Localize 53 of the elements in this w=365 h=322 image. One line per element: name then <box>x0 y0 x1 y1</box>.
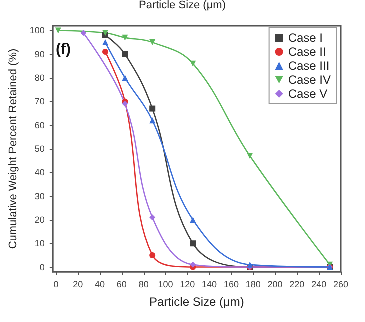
point <box>102 49 108 56</box>
y-tick-label: 20 <box>34 214 45 225</box>
x-tick-label: 260 <box>333 280 349 290</box>
point <box>55 28 62 34</box>
y-tick-label: 70 <box>34 96 45 107</box>
x-tick-label: 60 <box>116 280 127 290</box>
point <box>190 240 196 247</box>
legend-label: Case I <box>288 31 323 45</box>
x-tick-label: 140 <box>202 280 218 290</box>
point <box>150 214 156 221</box>
text: Particle Size (μm) <box>138 0 226 12</box>
y-tick-label: 50 <box>34 144 45 154</box>
y-tick-label: 10 <box>34 238 45 249</box>
y-tick-label: 80 <box>34 73 45 84</box>
point <box>122 101 128 108</box>
y-tick-label: 60 <box>34 120 45 130</box>
x-tick-label: 220 <box>290 280 305 290</box>
legend-label: Case V <box>288 87 328 101</box>
legend-label: Case III <box>288 59 330 73</box>
point <box>102 40 108 46</box>
legend-label: Case II <box>288 45 326 59</box>
x-tick-label: 100 <box>158 280 174 290</box>
x-tick-label: 180 <box>246 280 261 290</box>
x-axis-title: Particle Size (μm) <box>149 295 244 309</box>
point <box>150 252 156 258</box>
point <box>150 118 156 124</box>
x-tick-label: 20 <box>73 280 84 290</box>
point <box>190 216 196 223</box>
point <box>122 75 128 82</box>
y-tick-label: 90 <box>34 49 45 60</box>
point <box>122 34 128 41</box>
x-tick-label: 0 <box>54 280 59 290</box>
y-tick-label: 40 <box>34 168 45 178</box>
x-tick-label: 80 <box>138 280 149 290</box>
point <box>190 60 196 67</box>
annotation: (f) <box>56 41 71 58</box>
x-tick-label: 120 <box>180 280 196 290</box>
x-tick-label: 200 <box>268 280 283 290</box>
point <box>247 262 254 268</box>
point <box>80 30 87 36</box>
x-tick-label: 40 <box>95 280 106 290</box>
point <box>247 153 254 160</box>
x-tick-label: 160 <box>224 280 239 290</box>
point <box>150 106 156 112</box>
y-tick-label: 100 <box>30 26 45 36</box>
x-tick-label: 240 <box>312 280 327 290</box>
legend-label: Case IV <box>288 73 331 87</box>
y-tick-label: 30 <box>34 191 45 202</box>
point <box>150 40 156 46</box>
y-tick-label: 0 <box>40 262 45 272</box>
point <box>122 51 128 58</box>
point <box>190 262 196 268</box>
y-axis-title: Cumulative Weight Percent Retained (%) <box>8 48 20 250</box>
